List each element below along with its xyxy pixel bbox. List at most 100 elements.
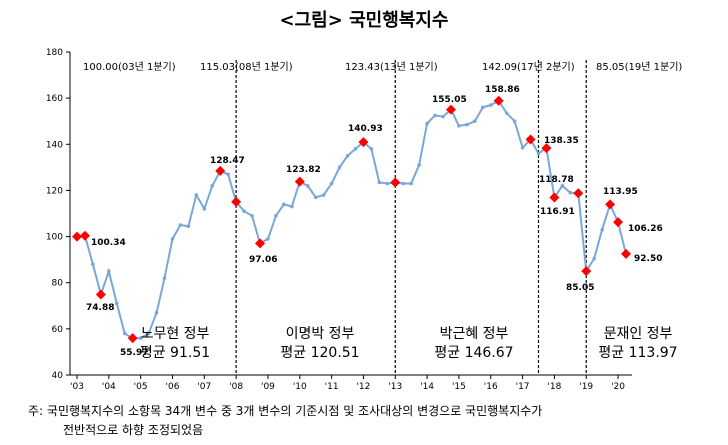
era-average: 평균 113.97 [598,345,677,361]
x-tick-label: '04 [102,382,116,392]
highlight-diamond [72,231,82,242]
data-point [377,180,382,185]
x-tick-label: '15 [452,382,466,392]
data-point [600,227,604,232]
value-annotation: 106.26 [628,224,663,234]
data-point [154,310,159,315]
value-annotation: 97.06 [249,255,277,265]
data-point [568,190,573,195]
highlight-diamond [525,134,536,145]
data-point [186,224,191,228]
data-point [536,151,541,156]
era-name: 노무현 정부 [141,326,210,342]
highlight-diamond [95,289,106,300]
era-average: 평균 91.51 [140,345,210,361]
data-point [274,214,278,218]
data-point [202,207,207,211]
value-annotation: 100.00(03년 1분기) [83,61,176,73]
data-point [512,119,517,124]
x-tick-label: '10 [293,382,307,392]
data-point [194,193,199,197]
value-annotation: 85.05 [566,283,594,293]
x-tick-label: '05 [134,382,148,392]
footnote-line-1: 주: 국민행복지수의 소항목 34개 변수 중 3개 변수의 기준시점 및 조사… [28,404,543,418]
x-tick-label: '20 [611,382,625,392]
x-tick-label: '07 [197,382,211,392]
highlight-diamond [541,143,552,154]
value-annotation: 155.05 [432,95,467,105]
era-average: 평균 120.51 [280,345,359,361]
y-tick-label: 140 [46,140,63,150]
data-point [321,193,326,197]
data-point [91,262,95,267]
x-tick-label: '13 [388,382,402,392]
era-name: 박근혜 정부 [440,326,509,342]
value-annotation: 158.86 [485,85,520,95]
government-dividers [235,60,587,375]
data-point [282,202,286,207]
y-tick-label: 120 [46,186,63,196]
data-point [425,121,429,126]
x-tick-label: '09 [261,382,275,392]
data-point [433,113,437,118]
highlight-diamond [294,176,305,187]
y-tick-label: 40 [52,371,64,381]
annotation-labels: 100.00(03년 1분기) 100.34 74.88 55.97 128.47 115… [83,61,682,358]
data-point [345,154,350,158]
footnote-line-2: 전반적으로 하향 조정되었음 [63,423,204,437]
data-point [401,181,406,186]
value-annotation: 55.97 [120,348,148,358]
highlight-diamond [255,238,265,249]
era-name: 이명박 정부 [286,326,355,342]
value-annotation: 123.43(13년 1분기) [345,61,438,73]
highlight-diamond [573,188,584,199]
highlight-diamond [605,199,616,210]
data-point [560,184,565,188]
highlight-diamond [613,217,624,228]
highlight-diamond [549,192,560,203]
data-point [592,256,596,261]
x-tick-label: '11 [325,382,339,392]
index-line [76,99,627,340]
data-point [250,214,254,218]
value-annotation: 123.82 [286,165,321,175]
data-point [337,165,342,170]
x-tick-label: '19 [579,382,593,392]
x-tick-label: '18 [547,382,561,392]
data-point [305,184,310,188]
era-average: 평균 146.67 [434,345,513,361]
data-point [242,209,246,213]
highlight-diamond [621,248,631,259]
value-annotation: 142.09(17년 2분기) [482,61,575,73]
highlight-diamond [493,95,504,106]
value-annotation: 118.78 [539,175,574,185]
highlight-diamond [79,230,90,241]
value-annotation: 74.88 [86,303,114,313]
x-tick-label: '06 [166,382,180,392]
y-tick-label: 60 [52,325,64,335]
chart-axes: 40 60 80 100 120 140 160 180 '03 '04 '05 '06 '07 '08 '… [46,48,632,392]
highlight-diamond [581,266,592,277]
y-tick-label: 80 [52,279,64,289]
highlight-diamond [358,137,369,148]
highlight-diamond [127,333,138,344]
highlight-diamond [390,177,401,188]
data-point [457,124,461,128]
value-annotation: 138.35 [544,136,579,146]
x-tick-label: '14 [420,382,434,392]
data-point [504,111,509,115]
data-point [107,269,111,273]
x-tick-label: '08 [229,382,243,392]
value-annotation: 128.47 [210,156,245,166]
x-tick-label: '16 [484,382,498,392]
data-point [114,301,119,306]
data-point [369,147,374,151]
data-point [226,172,230,177]
value-annotation: 115.03(08년 1분기) [200,61,293,73]
value-annotation: 113.95 [603,187,638,197]
data-point [353,147,358,151]
data-point [488,103,493,107]
data-point [329,181,334,186]
